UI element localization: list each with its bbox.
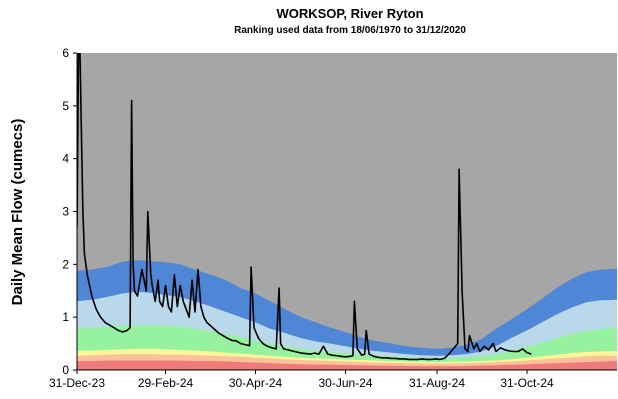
y-tick-label: 2 (62, 257, 69, 271)
x-tick-label: 29-Feb-24 (138, 376, 194, 390)
y-axis-label: Daily Mean Flow (cumecs) (9, 119, 26, 306)
chart-title: WORKSOP, River Ryton (276, 6, 423, 21)
y-tick-label: 6 (62, 46, 69, 60)
plot-area (77, 53, 617, 370)
chart-subtitle: Ranking used data from 18/06/1970 to 31/… (234, 25, 466, 36)
axes: 0 1 2 3 4 5 6 31-Dec-23 29-Feb-24 30-Apr-24 30-Jun… (49, 46, 617, 390)
y-tick-label: 3 (62, 205, 69, 219)
y-tick-label: 1 (62, 310, 69, 324)
y-tick-label: 5 (62, 99, 69, 113)
x-tick-label: 30-Apr-24 (229, 376, 283, 390)
y-tick-label: 0 (62, 363, 69, 377)
x-tick-label: 31-Dec-23 (49, 376, 105, 390)
y-tick-label: 4 (62, 152, 69, 166)
flow-series-line (77, 53, 532, 361)
x-tick-label: 31-Aug-24 (409, 376, 465, 390)
x-tick-label: 31-Oct-24 (500, 376, 554, 390)
x-tick-label: 30-Jun-24 (319, 376, 373, 390)
band-red (77, 360, 617, 370)
